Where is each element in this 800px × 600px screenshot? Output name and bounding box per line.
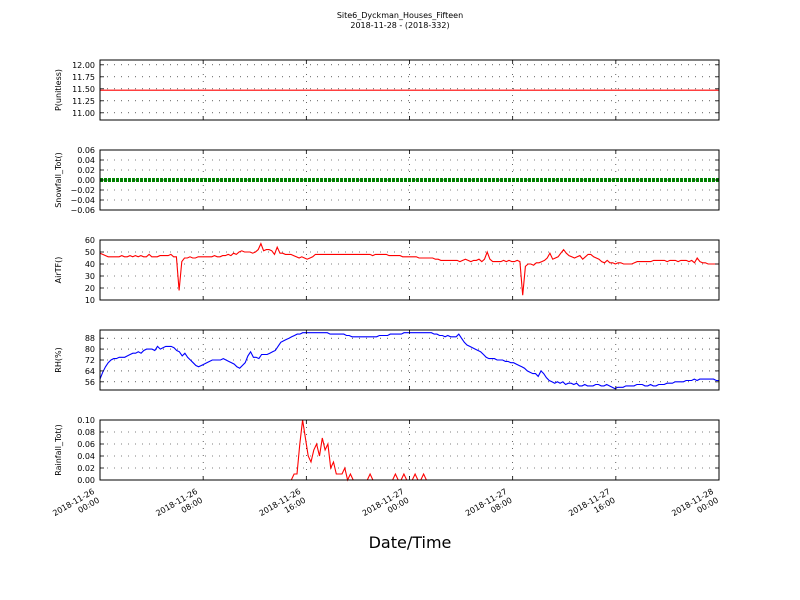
panel-4-ytick-label: 80 bbox=[85, 345, 95, 354]
panel-5-ytick-label: 0.10 bbox=[77, 416, 95, 425]
figure-title: Site6_Dyckman_Houses_Fifteen bbox=[336, 11, 464, 20]
panel-2-ytick-label: 0.00 bbox=[77, 176, 95, 185]
panel-4-ytick-label: 64 bbox=[85, 367, 95, 376]
panel-3-ytick-label: 20 bbox=[85, 284, 95, 293]
panel-2-ylabel: Snowfall_Tot() bbox=[54, 152, 63, 208]
panel-3-ytick-label: 40 bbox=[85, 260, 95, 269]
panel-3-ytick-label: 60 bbox=[85, 236, 95, 245]
x-tick-label: 2018-11-2608:00 bbox=[154, 487, 204, 527]
panel-4-ytick-label: 88 bbox=[85, 334, 95, 343]
panel-2-ytick-label: 0.02 bbox=[77, 166, 95, 175]
x-tick-label: 2018-11-2600:00 bbox=[51, 487, 101, 527]
figure-subtitle: 2018-11-28 - (2018-332) bbox=[350, 21, 450, 30]
panel-3-frame bbox=[99, 239, 720, 301]
panel-4-ylabel: RH(%) bbox=[54, 347, 63, 372]
panel-4-ytick-label: 72 bbox=[85, 356, 95, 365]
panel-2-ytick-label: −0.02 bbox=[70, 186, 95, 195]
x-tick-label: 2018-11-2716:00 bbox=[567, 487, 617, 527]
panel-1-ytick-label: 11.25 bbox=[72, 97, 95, 106]
x-axis-title: Date/Time bbox=[368, 533, 452, 552]
panel-5-frame bbox=[99, 419, 720, 481]
panel-4-series-line bbox=[99, 332, 719, 390]
x-tick-label: 2018-11-2800:00 bbox=[670, 487, 720, 527]
panel-5-series-line bbox=[100, 419, 719, 482]
panel-3-ytick-label: 30 bbox=[85, 272, 95, 281]
panel-3-ylabel: AirTF() bbox=[54, 257, 63, 284]
panel-1-ytick-label: 12.00 bbox=[72, 61, 95, 70]
panel-5-ytick-label: 0.02 bbox=[77, 464, 95, 473]
panel-4-ytick-label: 56 bbox=[85, 378, 95, 387]
x-tick-label: 2018-11-2708:00 bbox=[464, 487, 514, 527]
panel-5-ytick-label: 0.06 bbox=[77, 440, 95, 449]
panel-1-ylabel: P(unitless) bbox=[54, 69, 63, 111]
panel-5-ytick-label: 0.00 bbox=[77, 476, 95, 485]
panel-2-ytick-label: 0.06 bbox=[77, 146, 95, 155]
panel-1-ytick-label: 11.75 bbox=[72, 73, 95, 82]
panel-2-ytick-label: −0.06 bbox=[70, 206, 95, 215]
panel-4-frame bbox=[99, 329, 720, 391]
panel-5-ytick-label: 0.04 bbox=[77, 452, 95, 461]
panel-2-ytick-label: 0.04 bbox=[77, 156, 95, 165]
x-tick-label: 2018-11-2700:00 bbox=[361, 487, 411, 527]
panel-3-ytick-label: 10 bbox=[85, 296, 95, 305]
panel-5-ylabel: Rainfall_Tot() bbox=[54, 424, 63, 476]
panel-3-series-line bbox=[99, 242, 719, 296]
panel-5-ytick-label: 0.08 bbox=[77, 428, 95, 437]
x-tick-label: 2018-11-2616:00 bbox=[258, 487, 308, 527]
panel-2-ytick-label: −0.04 bbox=[70, 196, 95, 205]
panel-3-ytick-label: 50 bbox=[85, 248, 95, 257]
panel-1-ytick-label: 11.50 bbox=[72, 85, 95, 94]
panel-1-ytick-label: 11.00 bbox=[72, 109, 95, 118]
figure-title-block: Site6_Dyckman_Houses_Fifteen 2018-11-28 … bbox=[0, 11, 800, 31]
